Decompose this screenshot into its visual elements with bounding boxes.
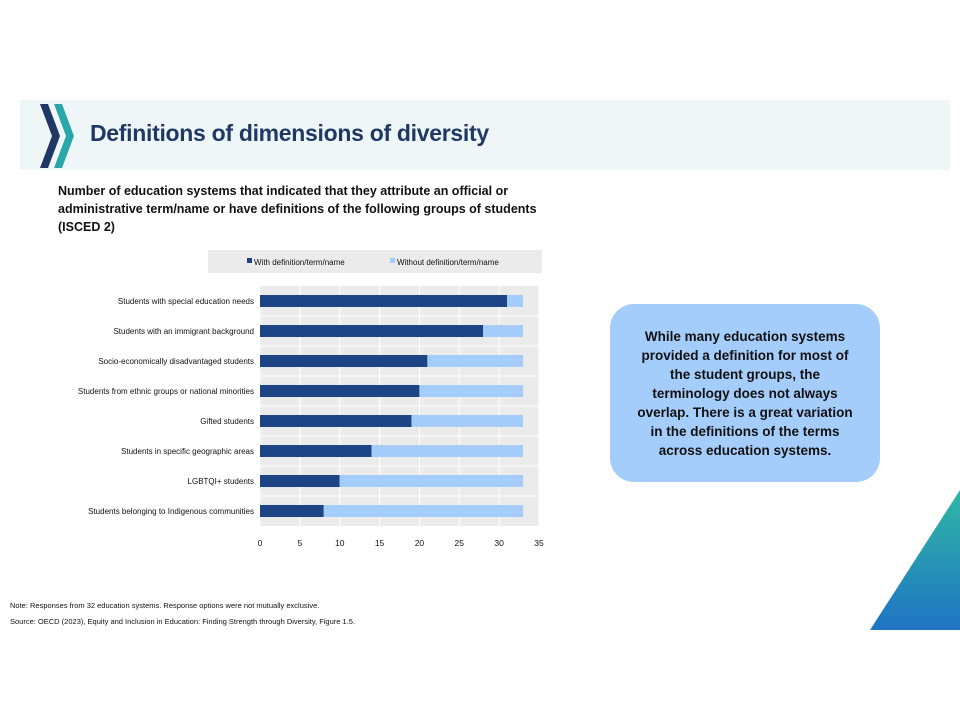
legend-label-1: With definition/term/name bbox=[254, 258, 345, 267]
bar-without-definition-7 bbox=[339, 475, 524, 487]
category-label-1: Students with special education needs bbox=[118, 297, 254, 306]
legend-background bbox=[208, 250, 542, 273]
bar-with-definition-1 bbox=[260, 295, 508, 307]
bar-without-definition-1 bbox=[507, 295, 524, 307]
x-tick-label: 35 bbox=[534, 538, 544, 548]
legend-swatch-1 bbox=[247, 258, 252, 263]
page-title: Definitions of dimensions of diversity bbox=[90, 120, 489, 146]
bar-with-definition-4 bbox=[260, 385, 420, 397]
bar-with-definition-3 bbox=[260, 355, 428, 367]
category-label-2: Students with an immigrant background bbox=[113, 327, 254, 336]
category-label-6: Students in specific geographic areas bbox=[121, 447, 254, 456]
category-label-3: Socio-economically disadvantaged student… bbox=[98, 357, 254, 366]
category-label-4: Students from ethnic groups or national … bbox=[78, 387, 254, 396]
chart-heading: Number of education systems that indicat… bbox=[58, 184, 537, 234]
bar-without-definition-5 bbox=[411, 415, 524, 427]
bar-with-definition-8 bbox=[260, 505, 324, 517]
bar-with-definition-6 bbox=[260, 445, 372, 457]
bar-with-definition-7 bbox=[260, 475, 340, 487]
x-tick-label: 5 bbox=[297, 538, 302, 548]
bar-without-definition-6 bbox=[371, 445, 524, 457]
x-tick-label: 0 bbox=[258, 538, 263, 548]
x-tick-label: 15 bbox=[375, 538, 385, 548]
bar-without-definition-3 bbox=[427, 355, 524, 367]
bar-with-definition-5 bbox=[260, 415, 412, 427]
chart-note: Note: Responses from 32 education system… bbox=[10, 601, 320, 610]
bar-with-definition-2 bbox=[260, 325, 484, 337]
bar-without-definition-8 bbox=[323, 505, 524, 517]
bar-without-definition-4 bbox=[419, 385, 524, 397]
x-tick-label: 25 bbox=[455, 538, 465, 548]
x-tick-label: 10 bbox=[335, 538, 345, 548]
callout-box: While many education systems provided a … bbox=[610, 304, 880, 482]
x-tick-label: 20 bbox=[415, 538, 425, 548]
bar-without-definition-2 bbox=[483, 325, 524, 337]
category-label-8: Students belonging to Indigenous communi… bbox=[88, 507, 254, 516]
legend-label-2: Without definition/term/name bbox=[397, 258, 499, 267]
header-band bbox=[20, 100, 950, 170]
x-tick-label: 30 bbox=[494, 538, 504, 548]
callout-text: While many education systems provided a … bbox=[637, 328, 853, 458]
category-label-7: LGBTQI+ students bbox=[188, 477, 254, 486]
legend-swatch-2 bbox=[390, 258, 395, 263]
category-label-5: Gifted students bbox=[200, 417, 254, 426]
oecd-chevron-icon bbox=[40, 104, 74, 168]
chart-source: Source: OECD (2023), Equity and Inclusio… bbox=[10, 617, 356, 626]
corner-triangle-decoration bbox=[870, 490, 960, 630]
